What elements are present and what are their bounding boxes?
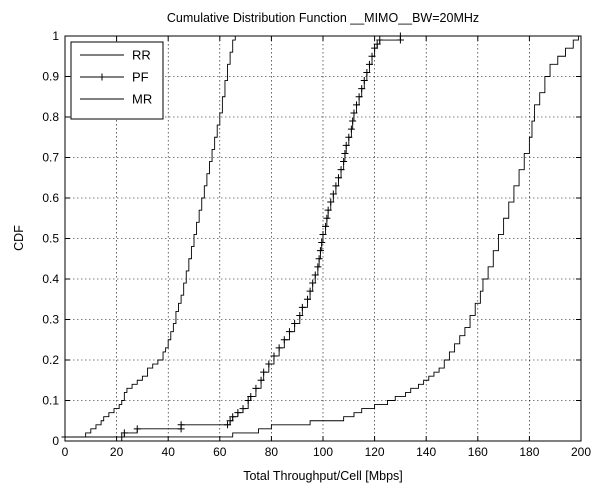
series-point-pf [371, 44, 379, 52]
y-tick-label: 0.9 [42, 70, 59, 84]
x-tick-label: 0 [62, 445, 69, 459]
x-tick-label: 160 [468, 445, 488, 459]
y-tick-label: 0.8 [42, 110, 59, 124]
series-point-pf [296, 311, 304, 319]
series-rr [64, 36, 236, 441]
series-point-pf [226, 417, 234, 425]
series-point-pf [229, 413, 237, 421]
y-tick-label: 0 [52, 434, 59, 448]
series-point-pf [327, 198, 335, 206]
grid-lines [65, 36, 581, 441]
series-point-pf [318, 239, 326, 247]
series-point-pf [376, 36, 384, 44]
y-tick-label: 0.2 [42, 353, 59, 367]
y-tick-label: 0.6 [42, 191, 59, 205]
y-tick-label: 0.7 [42, 151, 59, 165]
series-point-pf [340, 158, 348, 166]
series-point-pf [316, 247, 324, 255]
chart-title: Cumulative Distribution Function __MIMO_… [167, 11, 479, 25]
series-point-pf [239, 405, 247, 413]
y-tick-label: 0.1 [42, 394, 59, 408]
series-point-pf [304, 295, 312, 303]
series-pf [61, 32, 404, 441]
series-point-pf [306, 287, 314, 295]
series-point-pf [368, 52, 376, 60]
series-point-pf [252, 384, 260, 392]
series-point-pf [353, 101, 361, 109]
series-point-pf [260, 368, 268, 376]
series-line-rr [64, 36, 236, 441]
series-point-pf [342, 141, 350, 149]
series-point-pf [337, 166, 345, 174]
series-mr [64, 36, 579, 441]
x-tick-label: 120 [365, 445, 385, 459]
series-point-pf [358, 85, 366, 93]
series-point-pf [324, 206, 332, 214]
series-point-pf [373, 40, 381, 48]
x-axis-label: Total Throughput/Cell [Mbps] [243, 469, 403, 483]
series-point-pf [347, 125, 355, 133]
series-point-pf [291, 320, 299, 328]
series-point-pf [332, 182, 340, 190]
series-point-pf [298, 303, 306, 311]
series-point-pf [280, 336, 288, 344]
series-point-pf [257, 376, 265, 384]
series-point-pf [285, 328, 293, 336]
series-point-pf [329, 190, 337, 198]
x-tick-label: 180 [519, 445, 539, 459]
axis-ticks: 0 20 40 60 80 100 120 140 160 180 200 0 0.1 0.2 0.3 0.4… [42, 29, 591, 459]
series-point-pf [350, 109, 358, 117]
legend-marker-pf [98, 73, 106, 81]
series-point-pf [311, 271, 319, 279]
series-point-pf [309, 279, 317, 287]
x-tick-label: 100 [313, 445, 333, 459]
series-point-pf [355, 93, 363, 101]
series-point-pf [270, 352, 278, 360]
legend-label-pf: PF [132, 70, 149, 85]
y-axis-label: CDF [12, 225, 26, 251]
series-point-pf [120, 429, 128, 437]
series-point-pf [244, 397, 252, 404]
y-tick-label: 1 [52, 29, 59, 43]
series-point-pf [349, 117, 357, 125]
y-tick-label: 0.3 [42, 313, 59, 327]
series-point-pf [275, 344, 283, 352]
series-point-pf [265, 360, 273, 368]
x-tick-label: 140 [416, 445, 436, 459]
x-tick-label: 80 [265, 445, 279, 459]
y-tick-label: 0.4 [42, 272, 59, 286]
legend: RR PF MR [70, 41, 164, 120]
legend-label-mr: MR [132, 92, 152, 107]
series-point-pf [360, 77, 368, 85]
series-point-pf [319, 230, 327, 238]
series-point-pf [247, 392, 255, 400]
series-point-pf [341, 149, 349, 157]
series-point-pf [315, 255, 323, 263]
series-point-pf [334, 174, 342, 182]
x-tick-label: 20 [110, 445, 124, 459]
series-point-pf [234, 409, 242, 417]
series-point-pf [363, 68, 371, 76]
series-point-pf [365, 60, 373, 68]
series-line-mr [64, 36, 579, 441]
series-point-pf [322, 222, 330, 230]
series-layer [61, 32, 579, 441]
series-point-pf [323, 214, 331, 222]
x-tick-label: 200 [571, 445, 591, 459]
series-point-pf [345, 133, 353, 141]
y-tick-label: 0.5 [42, 232, 59, 246]
x-tick-label: 40 [162, 445, 176, 459]
series-point-pf [177, 421, 185, 429]
series-point-pf [314, 263, 322, 271]
x-tick-label: 60 [213, 445, 227, 459]
series-point-pf [133, 425, 141, 433]
series-point-pf [224, 421, 232, 429]
legend-label-rr: RR [132, 48, 151, 63]
